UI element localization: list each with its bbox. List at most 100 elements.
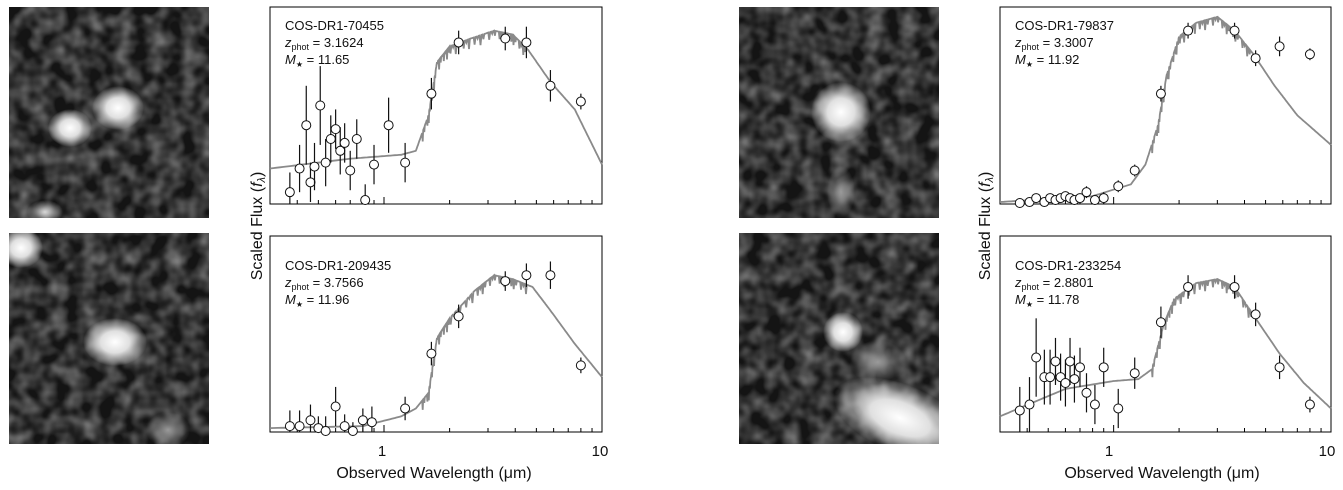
- photometry-point: [1129, 165, 1140, 176]
- photometry-point: [1113, 403, 1124, 414]
- photometry-point: [357, 415, 368, 426]
- panel-4: COS-DR1-233254 zphot = 2.8801 M★ = 11.78…: [999, 235, 1336, 460]
- photometry-point: [521, 37, 532, 48]
- photometry-point: [1081, 187, 1092, 198]
- photometry-point: [500, 276, 511, 287]
- photometry-point: [426, 348, 437, 359]
- photometry-point: [575, 360, 586, 371]
- photometry-point: [1304, 399, 1315, 410]
- redshift-label: zphot = 2.8801: [1014, 275, 1094, 292]
- y-axis-label-left: Scaled Flux (fλ): [249, 172, 268, 281]
- photometry-point: [347, 426, 358, 436]
- photometry-point: [383, 120, 394, 131]
- panel-frame: [999, 235, 1332, 433]
- x-tick-label: 1: [378, 443, 386, 460]
- photometry-point: [1014, 405, 1025, 416]
- cutout-image-3: [739, 7, 939, 218]
- redshift-label: zphot = 3.1624: [284, 35, 364, 52]
- photometry-point: [1089, 195, 1100, 206]
- photometry-point: [521, 270, 532, 281]
- photometry-point: [1089, 399, 1100, 410]
- photometry-point: [575, 96, 586, 107]
- photometry-point: [360, 195, 371, 206]
- mass-label: M★ = 11.96: [285, 292, 349, 309]
- photometry-point: [345, 165, 356, 176]
- panel-frame: [269, 6, 603, 205]
- photometry-point: [500, 33, 511, 44]
- photometry-point: [1250, 309, 1261, 320]
- panel-1: COS-DR1-70455 zphot = 3.1624 M★ = 11.65: [269, 6, 603, 206]
- photometry-point: [1229, 25, 1240, 36]
- photometry-point: [1304, 49, 1315, 60]
- photometry-point: [453, 311, 464, 322]
- photometry-point: [1014, 198, 1025, 208]
- photometry-point: [366, 417, 377, 428]
- photometry-point: [1081, 387, 1092, 398]
- panel-frame: [999, 6, 1332, 205]
- x-tick-label: 1: [1105, 443, 1113, 460]
- photometry-point: [1155, 88, 1166, 99]
- photometry-point: [330, 401, 341, 412]
- photometry-point: [309, 161, 320, 172]
- photometry-point: [1183, 25, 1194, 36]
- photometry-point: [305, 415, 316, 426]
- photometry-point: [453, 37, 464, 48]
- photometry-point: [1074, 193, 1085, 204]
- photometry-point: [339, 137, 350, 148]
- photometry-point: [1113, 181, 1124, 192]
- photometry-point: [294, 163, 305, 174]
- cutout-image-2: [9, 233, 209, 444]
- mass-label: M★ = 11.65: [285, 52, 349, 69]
- photometry-point: [294, 421, 305, 432]
- object-id: COS-DR1-70455: [285, 18, 384, 33]
- photometry-point: [1060, 378, 1071, 388]
- mass-label: M★ = 11.78: [1015, 292, 1079, 309]
- photometry-point: [1069, 374, 1080, 385]
- object-id: COS-DR1-209435: [285, 258, 391, 273]
- object-id: COS-DR1-79837: [1015, 18, 1114, 33]
- photometry-point: [315, 100, 326, 111]
- photometry-point: [1050, 356, 1061, 367]
- photometry-point: [351, 133, 362, 144]
- x-axis-label-left: Observed Wavelength (μm): [336, 465, 531, 482]
- photometry-point: [1074, 362, 1085, 373]
- photometry-point: [400, 157, 411, 168]
- photometry-point: [1045, 372, 1056, 383]
- panel-frame: [269, 235, 603, 433]
- photometry-point: [1229, 281, 1240, 292]
- cutout-image-1: [9, 7, 209, 218]
- photometry-point: [1024, 399, 1035, 410]
- panel-3: COS-DR1-79837 zphot = 3.3007 M★ = 11.92: [999, 6, 1332, 208]
- photometry-point: [284, 187, 295, 198]
- redshift-label: zphot = 3.3007: [1014, 35, 1094, 52]
- photometry-point: [1098, 362, 1109, 373]
- photometry-point: [320, 157, 331, 168]
- photometry-point: [1274, 41, 1285, 52]
- y-axis-label-right: Scaled Flux (fλ): [977, 172, 996, 281]
- photometry-point: [305, 177, 316, 188]
- photometry-point: [1031, 193, 1042, 204]
- photometry-point: [1250, 53, 1261, 64]
- photometry-point: [545, 270, 556, 281]
- photometry-point: [320, 426, 331, 436]
- photometry-point: [1183, 281, 1194, 292]
- photometry-point: [1274, 362, 1285, 373]
- panel-2: COS-DR1-209435 zphot = 3.7566 M★ = 11.96…: [269, 235, 609, 460]
- redshift-label: zphot = 3.7566: [284, 275, 364, 292]
- x-tick-label: 10: [592, 443, 609, 460]
- x-tick-label: 10: [1319, 443, 1336, 460]
- object-id: COS-DR1-233254: [1015, 258, 1121, 273]
- cutout-image-4: [739, 233, 939, 444]
- model-spectrum-line: [269, 273, 603, 429]
- photometry-point: [369, 159, 380, 170]
- x-axis-label-right: Observed Wavelength (μm): [1064, 465, 1259, 482]
- photometry-point: [1065, 356, 1076, 367]
- photometry-point: [1031, 352, 1042, 363]
- photometry-point: [1155, 317, 1166, 328]
- photometry-point: [301, 120, 312, 131]
- photometry-point: [426, 88, 437, 99]
- photometry-point: [339, 421, 350, 432]
- photometry-point: [325, 133, 336, 144]
- photometry-point: [1129, 368, 1140, 379]
